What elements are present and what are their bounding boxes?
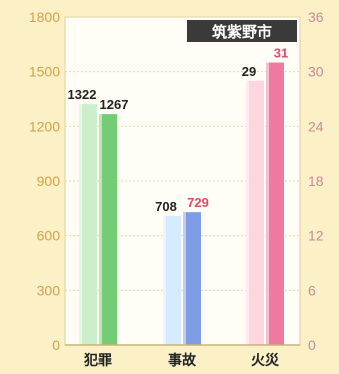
bar-highlight [163,215,166,345]
bar [246,80,264,346]
bar [266,62,284,346]
bar-highlight [79,104,82,345]
right-tick-label: 12 [308,228,324,244]
bar [99,114,117,345]
data-label: 729 [187,195,209,210]
chart-title-box: 筑紫野市 [187,20,297,42]
left-tick-label: 0 [52,337,60,353]
data-label: 1267 [100,97,129,112]
left-tick-label: 1800 [29,9,60,25]
bar-highlight [246,80,249,346]
bar [79,104,97,345]
bar-highlight [99,114,102,345]
left-tick-label: 600 [37,228,61,244]
grid-lines [65,16,300,291]
category-label: 事故 [168,352,197,369]
bar [183,212,201,345]
bar-highlight [183,212,186,345]
title-background [187,20,297,42]
category-label: 犯罪 [83,352,112,369]
right-tick-label: 30 [308,64,324,80]
data-label: 708 [155,199,177,214]
bar [163,215,181,345]
right-tick-label: 24 [308,118,324,134]
left-tick-label: 1500 [29,64,60,80]
category-label: 火災 [251,353,280,369]
bar-highlight [266,62,269,346]
axes: 0 300 600 900 1200 1500 1800 0 6 12 18 24 30 36 犯罪 事故 火災 [29,9,324,369]
left-tick-label: 1200 [29,118,60,134]
left-tick-label: 900 [37,173,61,189]
right-tick-label: 18 [308,173,324,189]
right-tick-label: 36 [308,9,324,25]
data-label: 29 [242,64,256,79]
data-label: 1322 [68,87,97,102]
right-tick-label: 6 [308,282,316,298]
bars [79,62,284,346]
chart-title: 筑紫野市 [211,23,272,41]
left-tick-label: 300 [37,282,61,298]
right-tick-label: 0 [308,337,316,353]
data-label: 31 [274,46,288,61]
